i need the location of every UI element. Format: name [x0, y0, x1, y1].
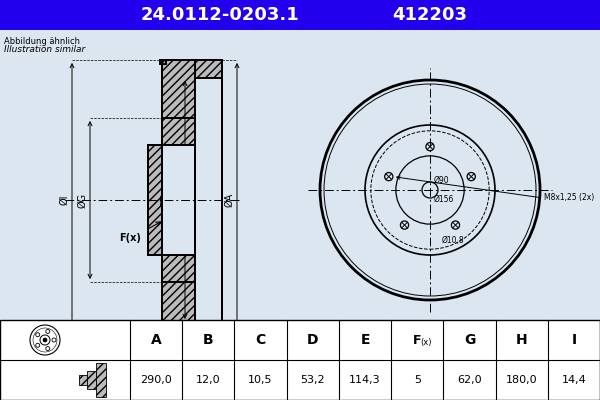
Bar	[96, 363, 106, 397]
Text: M8x1,25 (2x): M8x1,25 (2x)	[544, 193, 594, 202]
Text: Illustration similar: Illustration similar	[4, 45, 85, 54]
Text: 5: 5	[414, 375, 421, 385]
Bar	[148, 145, 162, 255]
Bar	[0, 0, 600, 30]
Text: I: I	[571, 333, 577, 347]
Text: Ø156: Ø156	[434, 195, 454, 204]
Text: Ø10,8: Ø10,8	[442, 236, 464, 245]
Text: C: C	[256, 333, 266, 347]
Text: Ø90: Ø90	[434, 176, 449, 185]
Bar	[195, 322, 222, 340]
Text: ØA: ØA	[224, 193, 234, 207]
Text: G: G	[464, 333, 475, 347]
Text: 24.0112-0203.1: 24.0112-0203.1	[140, 6, 299, 24]
Text: ØG: ØG	[77, 192, 87, 208]
Bar	[0, 320, 600, 400]
Text: B: B	[203, 333, 214, 347]
Bar	[160, 336, 166, 340]
Bar	[162, 255, 195, 282]
Text: ØI: ØI	[59, 195, 69, 205]
Text: F(x): F(x)	[119, 233, 141, 243]
Text: E: E	[360, 333, 370, 347]
Text: 14,4: 14,4	[562, 375, 586, 385]
Text: (x): (x)	[420, 338, 432, 346]
Text: 412203: 412203	[392, 6, 467, 24]
Text: F: F	[413, 334, 421, 346]
Circle shape	[43, 338, 47, 342]
Text: 62,0: 62,0	[457, 375, 482, 385]
Text: B: B	[205, 351, 212, 360]
Text: ØE: ØE	[160, 193, 170, 207]
Text: D: D	[168, 372, 175, 381]
Text: A: A	[151, 333, 161, 347]
Bar	[160, 60, 166, 64]
Bar	[162, 282, 195, 340]
Text: D: D	[307, 333, 319, 347]
Bar	[162, 145, 195, 255]
Text: 180,0: 180,0	[506, 375, 538, 385]
Text: 12,0: 12,0	[196, 375, 221, 385]
Text: 53,2: 53,2	[301, 375, 325, 385]
Text: ØH: ØH	[172, 192, 182, 208]
Text: C (MTH): C (MTH)	[174, 361, 210, 370]
Text: H: H	[516, 333, 527, 347]
Bar	[195, 60, 222, 78]
Text: 114,3: 114,3	[349, 375, 381, 385]
Text: Abbildung ähnlich: Abbildung ähnlich	[4, 37, 80, 46]
Bar	[195, 78, 222, 322]
Text: 10,5: 10,5	[248, 375, 273, 385]
Bar	[162, 60, 195, 118]
Text: 290,0: 290,0	[140, 375, 172, 385]
Bar	[79, 375, 87, 385]
Bar	[87, 371, 96, 389]
Bar	[162, 118, 195, 145]
